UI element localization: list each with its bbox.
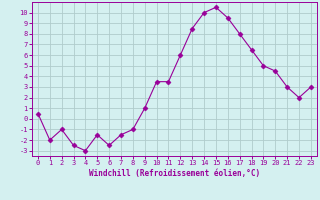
X-axis label: Windchill (Refroidissement éolien,°C): Windchill (Refroidissement éolien,°C) <box>89 169 260 178</box>
